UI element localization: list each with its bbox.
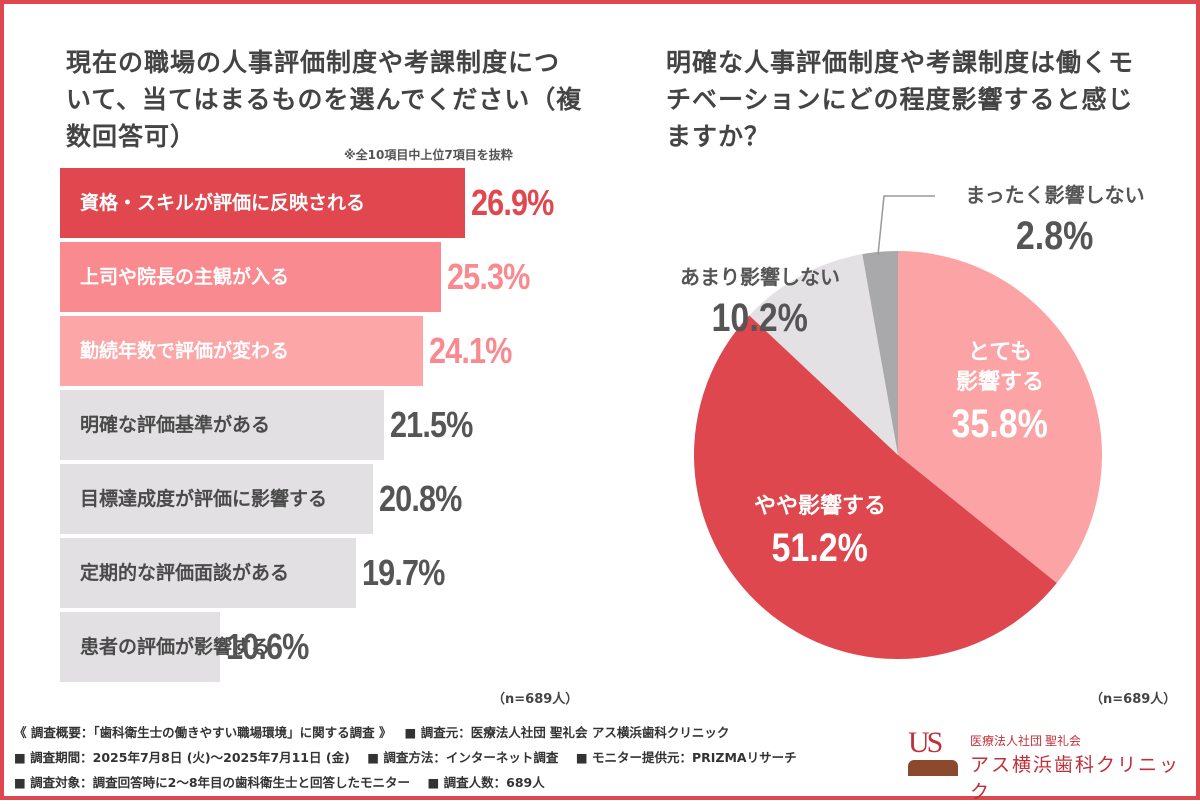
bar-value-label: 20.8% xyxy=(379,478,462,519)
footer-line-2: ■ 調査期間：2025年7月8日 (火)〜2025年7月11日 (金) ■ 調査… xyxy=(14,747,797,766)
monitor-provider: ■ モニター提供元：PRIZMAリサーチ xyxy=(575,750,797,765)
pie-value-label: 10.2% xyxy=(711,296,809,340)
bar-chart-sample-size: （n=689人） xyxy=(492,692,579,707)
leader-line xyxy=(877,195,935,256)
pie-category-label: あまり影響しない xyxy=(680,265,840,289)
pie-slice xyxy=(862,251,898,455)
pie-category-label: とても xyxy=(967,340,1033,365)
pie-label: とても影響する 35.8% xyxy=(940,338,1060,458)
pie-category-label: 影響する xyxy=(955,370,1044,395)
pie-chart-sample-size: （n=689人） xyxy=(1090,692,1177,707)
pie-label: まったく影響しない 2.8% xyxy=(935,180,1175,270)
footer-line-3: ■ 調査対象：調査回答時に2〜8年目の歯科衛生士と回答したモニター ■ 調査人数… xyxy=(14,772,545,791)
bar xyxy=(60,316,423,386)
bar-label: 定期的な評価面談がある xyxy=(80,562,290,584)
bar-value-label: 25.3% xyxy=(446,256,530,297)
survey-overview: 《 調査概要：「歯科衛生士の働きやすい職場環境」に関する調査 》 xyxy=(14,725,392,740)
logo-people-icon xyxy=(908,760,958,776)
logo-mark: US xyxy=(908,726,943,759)
pie-slice xyxy=(898,251,1102,584)
bar-label: 上司や院長の主観が入る xyxy=(80,266,290,288)
survey-method: ■ 調査方法：インターネット調査 xyxy=(367,750,559,765)
survey-target: ■ 調査対象：調査回答時に2〜8年目の歯科衛生士と回答したモニター xyxy=(14,775,411,790)
pie-slice xyxy=(694,315,1057,659)
bar xyxy=(60,390,384,460)
bar-value-label: 24.1% xyxy=(428,330,512,371)
clinic-logo: US 医療法人社団 聖礼会 アス横浜歯科クリニック xyxy=(908,726,1193,803)
pie-value-label: 2.8% xyxy=(1016,214,1094,258)
pie-value-label: 51.2% xyxy=(771,526,869,570)
pie-slice xyxy=(749,254,898,455)
survey-source: ■ 調査元：医療法人社団 聖礼会 アス横浜歯科クリニック xyxy=(404,725,730,740)
footer-line-1: 《 調査概要：「歯科衛生士の働きやすい職場環境」に関する調査 》 ■ 調査元：医… xyxy=(14,722,729,741)
bar-value-label: 19.7% xyxy=(362,552,446,593)
bar-value-label: 10.6% xyxy=(225,626,309,667)
survey-period: ■ 調査期間：2025年7月8日 (火)〜2025年7月11日 (金) xyxy=(14,750,350,765)
bar-label: 明確な評価基準がある xyxy=(80,414,271,436)
pie-label: あまり影響しない 10.2% xyxy=(650,262,870,352)
bar-value-label: 21.5% xyxy=(389,404,473,445)
pie-category-label: やや影響する xyxy=(753,494,886,519)
bar-chart-title: 現在の職場の人事評価制度や考課制度について、当てはまるものを選んでください（複数… xyxy=(66,48,583,151)
pie-label: やや影響する 51.2% xyxy=(720,492,920,582)
bar xyxy=(60,538,357,608)
bar xyxy=(60,168,465,238)
logo-name: アス横浜歯科クリニック xyxy=(970,755,1181,803)
bar xyxy=(60,464,374,534)
bar-chart-note: ※全10項目中上位7項目を抜粋 xyxy=(344,148,513,162)
logo-org: 医療法人社団 聖礼会 xyxy=(970,734,1082,748)
survey-count: ■ 調査人数：689人 xyxy=(427,775,545,790)
pie-chart-title: 明確な人事評価制度や考課制度は働くモチベーションにどの程度影響すると感じますか？ xyxy=(666,48,1135,151)
bar-value-label: 26.9% xyxy=(470,182,554,223)
bar-label: 勤続年数で評価が変わる xyxy=(80,340,290,362)
bar xyxy=(60,612,220,682)
pie-category-label: まったく影響しない xyxy=(965,183,1145,207)
pie-value-label: 35.8% xyxy=(951,402,1049,446)
bar xyxy=(60,242,441,312)
bar-label: 目標達成度が評価に影響する xyxy=(80,488,328,510)
bar-label: 患者の評価が影響する xyxy=(80,636,271,658)
bar-label: 資格・スキルが評価に反映される xyxy=(80,192,366,214)
